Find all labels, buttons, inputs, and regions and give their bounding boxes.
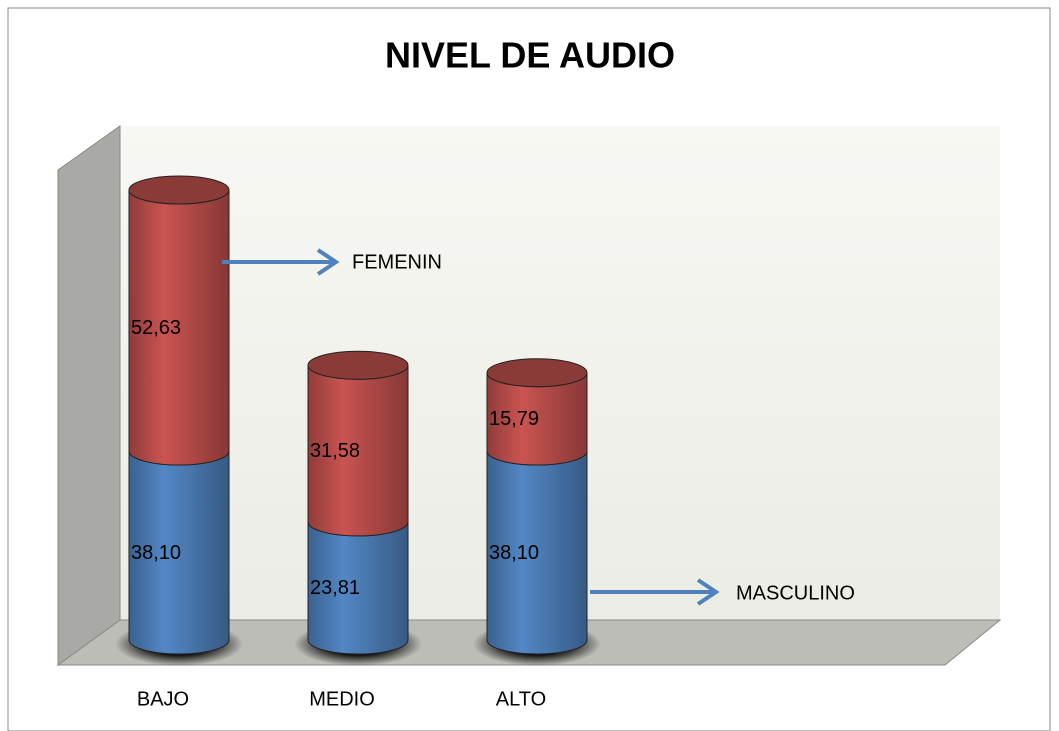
- legend-arrows: [222, 248, 720, 606]
- value-label: 31,58: [310, 440, 360, 462]
- arrow-head: [696, 578, 720, 606]
- x-tick-label: MEDIO: [309, 688, 375, 710]
- side-wall: [57, 125, 121, 666]
- arrow-head: [316, 248, 340, 276]
- plot: 38,10 52,63 BAJO 23,81 31,58 MEDIO 38,10 15,79 A…: [115, 175, 601, 710]
- value-label: 38,10: [131, 542, 181, 564]
- value-label: 23,81: [310, 577, 360, 599]
- legend-label: FEMENIN: [352, 251, 442, 273]
- value-label: 52,63: [131, 317, 181, 339]
- bar-cap: [128, 175, 230, 205]
- bar-cap: [486, 358, 588, 388]
- x-tick-label: BAJO: [137, 688, 189, 710]
- x-tick-label: ALTO: [496, 688, 546, 710]
- chart-title: NIVEL DE AUDIO: [385, 35, 675, 76]
- value-label: 38,10: [489, 542, 539, 564]
- bar-cap: [307, 350, 409, 380]
- value-label: 15,79: [489, 408, 539, 430]
- legend-label: MASCULINO: [736, 582, 855, 604]
